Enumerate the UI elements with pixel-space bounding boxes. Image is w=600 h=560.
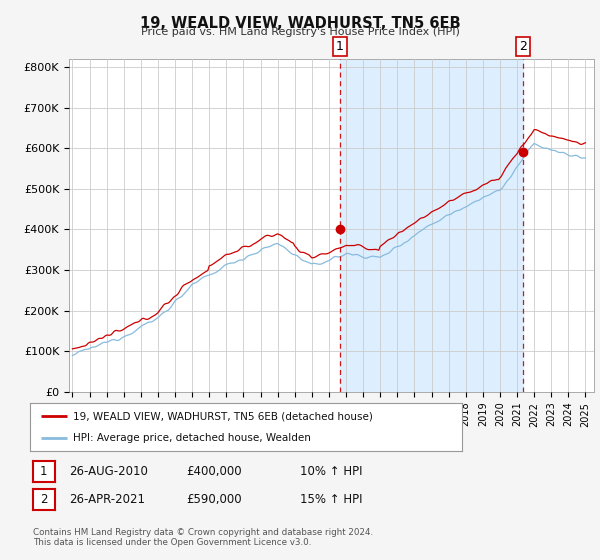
Text: 19, WEALD VIEW, WADHURST, TN5 6EB: 19, WEALD VIEW, WADHURST, TN5 6EB [140, 16, 460, 31]
Text: 2: 2 [40, 493, 47, 506]
Text: 15% ↑ HPI: 15% ↑ HPI [300, 493, 362, 506]
Text: Price paid vs. HM Land Registry's House Price Index (HPI): Price paid vs. HM Land Registry's House … [140, 27, 460, 37]
Text: Contains HM Land Registry data © Crown copyright and database right 2024.
This d: Contains HM Land Registry data © Crown c… [33, 528, 373, 547]
Text: 19, WEALD VIEW, WADHURST, TN5 6EB (detached house): 19, WEALD VIEW, WADHURST, TN5 6EB (detac… [73, 411, 373, 421]
Text: 26-AUG-2010: 26-AUG-2010 [69, 465, 148, 478]
Text: £590,000: £590,000 [186, 493, 242, 506]
Text: 26-APR-2021: 26-APR-2021 [69, 493, 145, 506]
Bar [340, 59, 523, 392]
Text: 10% ↑ HPI: 10% ↑ HPI [300, 465, 362, 478]
Text: HPI: Average price, detached house, Wealden: HPI: Average price, detached house, Weal… [73, 433, 311, 443]
Text: 1: 1 [336, 40, 344, 53]
Text: 2: 2 [519, 40, 527, 53]
Text: 1: 1 [40, 465, 47, 478]
Text: £400,000: £400,000 [186, 465, 242, 478]
